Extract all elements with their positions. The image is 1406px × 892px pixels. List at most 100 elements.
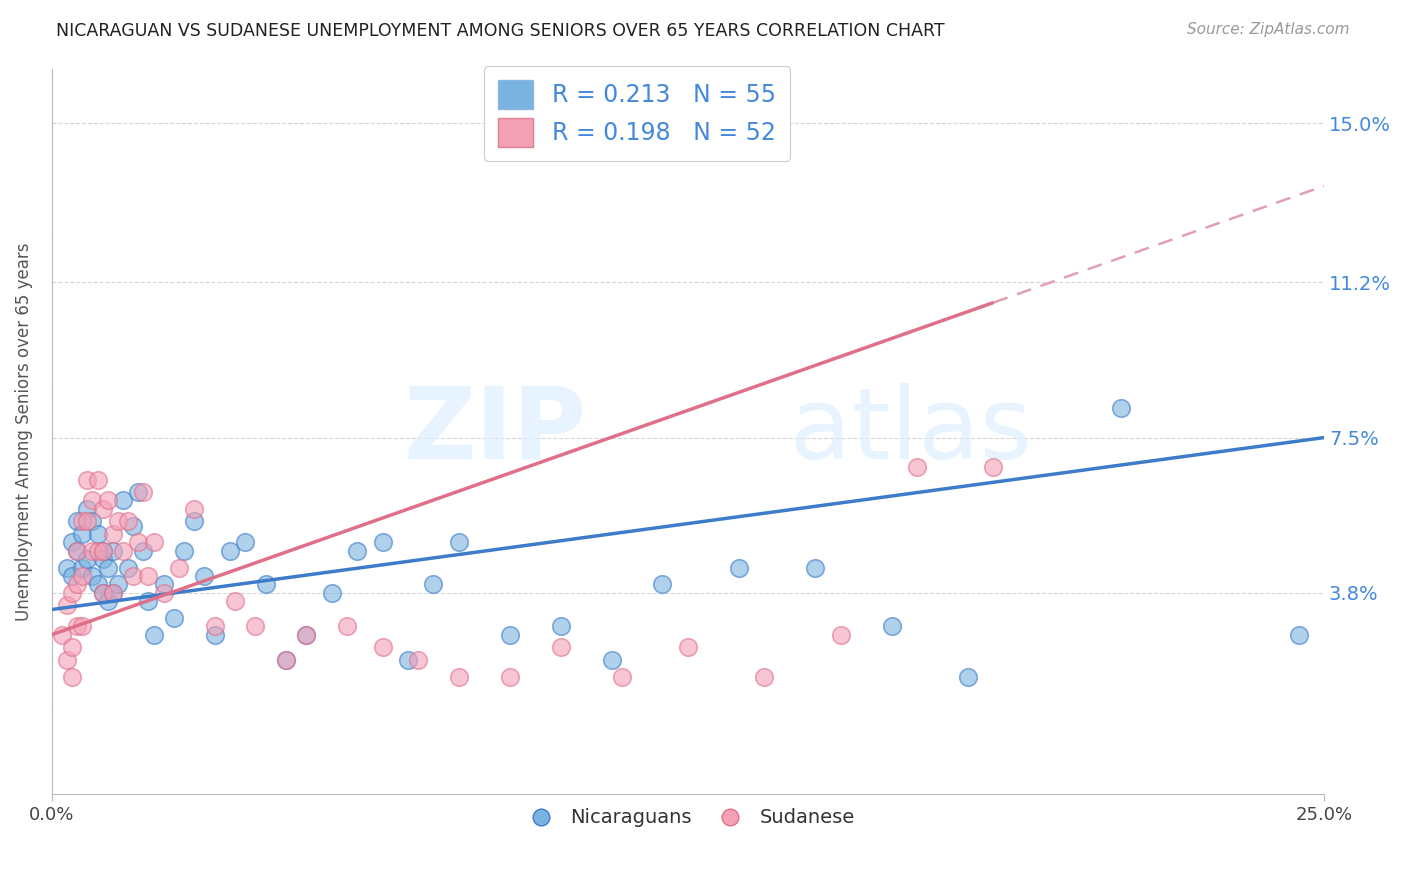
Point [499, 628, 522, 642]
Point [447, 535, 470, 549]
Point [295, 628, 318, 642]
Point [66, 543, 89, 558]
Point [86, 577, 108, 591]
Point [183, 501, 205, 516]
Point [727, 560, 749, 574]
Point [152, 577, 174, 591]
Point [142, 628, 165, 642]
Point [76, 501, 98, 516]
Point [905, 459, 928, 474]
Point [138, 569, 160, 583]
Point [82, 569, 104, 583]
Point [754, 670, 776, 684]
Point [60, 569, 83, 583]
Point [127, 535, 149, 549]
Point [173, 543, 195, 558]
Point [97, 594, 120, 608]
Point [550, 619, 572, 633]
Point [66, 515, 89, 529]
Point [111, 543, 134, 558]
Point [152, 586, 174, 600]
Point [127, 485, 149, 500]
Legend: Nicaraguans, Sudanese: Nicaraguans, Sudanese [513, 800, 862, 835]
Point [91, 586, 114, 600]
Point [91, 552, 114, 566]
Point [274, 653, 297, 667]
Point [1288, 628, 1310, 642]
Point [550, 640, 572, 655]
Point [66, 577, 89, 591]
Point [51, 628, 73, 642]
Point [122, 569, 145, 583]
Point [1109, 401, 1132, 416]
Point [204, 628, 226, 642]
Point [60, 535, 83, 549]
Point [600, 653, 623, 667]
Y-axis label: Unemployment Among Seniors over 65 years: Unemployment Among Seniors over 65 years [15, 242, 32, 621]
Point [610, 670, 633, 684]
Point [56, 653, 79, 667]
Point [132, 543, 155, 558]
Point [97, 560, 120, 574]
Point [138, 594, 160, 608]
Point [76, 552, 98, 566]
Point [101, 586, 124, 600]
Point [880, 619, 903, 633]
Point [66, 543, 89, 558]
Text: ZIP: ZIP [404, 383, 586, 480]
Point [142, 535, 165, 549]
Point [193, 569, 215, 583]
Point [295, 628, 318, 642]
Point [86, 543, 108, 558]
Point [163, 611, 186, 625]
Point [72, 619, 94, 633]
Point [72, 515, 94, 529]
Point [76, 515, 98, 529]
Text: Source: ZipAtlas.com: Source: ZipAtlas.com [1187, 22, 1350, 37]
Point [956, 670, 979, 684]
Point [447, 670, 470, 684]
Point [111, 493, 134, 508]
Point [91, 543, 114, 558]
Point [346, 543, 368, 558]
Point [60, 670, 83, 684]
Point [76, 473, 98, 487]
Point [82, 515, 104, 529]
Point [219, 543, 242, 558]
Point [91, 543, 114, 558]
Point [101, 527, 124, 541]
Point [254, 577, 277, 591]
Point [97, 493, 120, 508]
Point [56, 560, 79, 574]
Point [804, 560, 827, 574]
Point [86, 473, 108, 487]
Point [224, 594, 246, 608]
Point [336, 619, 359, 633]
Point [676, 640, 699, 655]
Point [82, 543, 104, 558]
Point [245, 619, 267, 633]
Point [422, 577, 444, 591]
Point [60, 640, 83, 655]
Text: NICARAGUAN VS SUDANESE UNEMPLOYMENT AMONG SENIORS OVER 65 YEARS CORRELATION CHAR: NICARAGUAN VS SUDANESE UNEMPLOYMENT AMON… [56, 22, 945, 40]
Point [499, 670, 522, 684]
Point [117, 560, 139, 574]
Point [101, 543, 124, 558]
Point [167, 560, 190, 574]
Point [122, 518, 145, 533]
Point [72, 527, 94, 541]
Point [107, 577, 129, 591]
Point [72, 560, 94, 574]
Point [274, 653, 297, 667]
Point [117, 515, 139, 529]
Point [66, 619, 89, 633]
Point [60, 586, 83, 600]
Point [371, 535, 394, 549]
Point [82, 493, 104, 508]
Point [981, 459, 1004, 474]
Point [371, 640, 394, 655]
Text: atlas: atlas [790, 383, 1032, 480]
Point [56, 599, 79, 613]
Point [396, 653, 419, 667]
Point [204, 619, 226, 633]
